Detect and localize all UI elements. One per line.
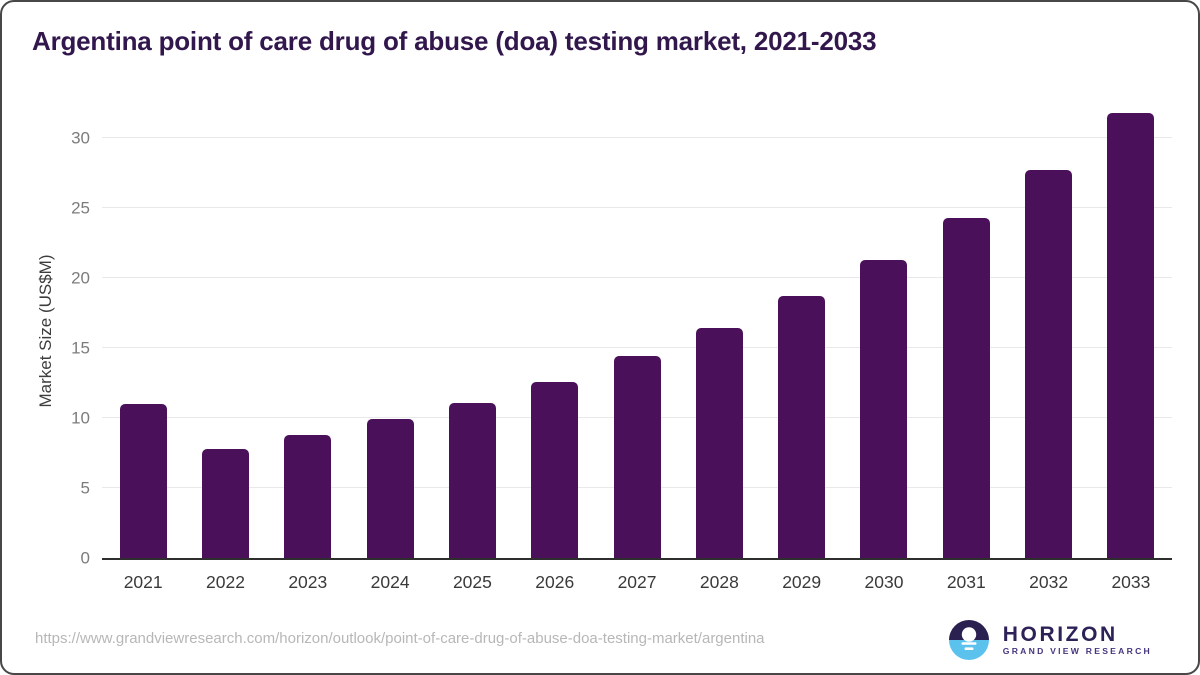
horizon-logo: HORIZON GRAND VIEW RESEARCH	[946, 617, 1152, 663]
x-tick-label-2024: 2024	[370, 572, 410, 592]
bar-series	[102, 102, 1172, 558]
x-tick-label-2033: 2033	[1111, 572, 1151, 592]
bar-2022	[201, 448, 249, 558]
bar-band-2023	[267, 102, 349, 558]
x-tick-label-2023: 2023	[288, 572, 328, 592]
bar-band-2021	[102, 102, 184, 558]
bar-band-2032	[1007, 102, 1089, 558]
bar-2031	[942, 217, 990, 558]
y-axis-title: Market Size (US$M)	[36, 254, 55, 408]
x-tick-label-2032: 2032	[1029, 572, 1069, 592]
y-tick-label-10: 10	[71, 408, 90, 428]
gridline-20	[102, 277, 1172, 278]
x-tick-label-2027: 2027	[617, 572, 657, 592]
bar-2024	[366, 419, 414, 558]
x-axis-labels: 2021 2022 2023 2024 2025 2026 2027 2028 2029 2030…	[102, 572, 1172, 593]
y-tick-label-15: 15	[71, 338, 90, 358]
x-tick-label-2025: 2025	[452, 572, 492, 592]
bar-2029	[778, 296, 826, 558]
chart-title: Argentina point of care drug of abuse (d…	[32, 26, 877, 56]
bar-band-2029	[761, 102, 843, 558]
y-tick-label-0: 0	[80, 548, 90, 568]
x-tick-label-2021: 2021	[123, 572, 163, 592]
x-tick-label-2029: 2029	[782, 572, 822, 592]
bar-band-2027	[596, 102, 678, 558]
bar-2025	[448, 402, 496, 558]
y-tick-label-5: 5	[80, 478, 90, 498]
bar-2023	[284, 434, 332, 558]
bar-band-2030	[843, 102, 925, 558]
bar-2030	[860, 259, 908, 558]
logo-subtitle: GRAND VIEW RESEARCH	[1002, 646, 1152, 657]
x-tick-label-2031: 2031	[946, 572, 986, 592]
source-url: https://www.grandviewresearch.com/horizo…	[35, 630, 765, 647]
bar-band-2031	[925, 102, 1007, 558]
sun-over-water-icon	[946, 617, 992, 663]
gridline-30	[102, 137, 1172, 138]
gridline-15	[102, 347, 1172, 348]
bar-band-2022	[184, 102, 266, 558]
bar-2033	[1107, 112, 1155, 558]
y-tick-label-30: 30	[71, 128, 90, 148]
y-tick-label-25: 25	[71, 198, 90, 218]
y-tick-label-20: 20	[71, 268, 90, 288]
bar-band-2028	[678, 102, 760, 558]
gridline-25	[102, 207, 1172, 208]
logo-text-block: HORIZON GRAND VIEW RESEARCH	[1003, 624, 1152, 656]
bar-band-2033	[1090, 102, 1172, 558]
plot-area: 0 5 10 15 20 25 30	[71, 102, 1172, 567]
bar-band-2025	[431, 102, 513, 558]
x-tick-label-2026: 2026	[535, 572, 575, 592]
bar-band-2026	[514, 102, 596, 558]
x-tick-label-2022: 2022	[206, 572, 245, 592]
bar-band-2024	[349, 102, 431, 558]
bar-2027	[613, 356, 661, 558]
bar-2028	[695, 328, 743, 558]
x-tick-label-2030: 2030	[864, 572, 904, 592]
bar-2026	[531, 381, 579, 558]
x-tick-label-2028: 2028	[699, 572, 739, 592]
bar-2032	[1025, 170, 1073, 558]
logo-name: HORIZON	[1002, 623, 1118, 647]
bar-2021	[119, 404, 167, 558]
